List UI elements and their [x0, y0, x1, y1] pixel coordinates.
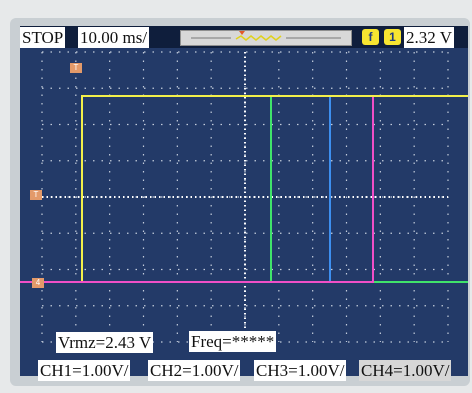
run-state-label[interactable]: STOP — [20, 27, 66, 48]
waveform-plot — [20, 26, 468, 343]
channel-4-scale[interactable]: CH4=1.00V/ — [359, 360, 452, 381]
channel-4-ground-marker[interactable]: 4 — [32, 278, 44, 288]
trigger-level-marker[interactable]: T — [30, 190, 42, 200]
channel-2-scale[interactable]: CH2=1.00V/ — [148, 360, 241, 381]
channel-4-trace — [20, 95, 468, 283]
freq-measurement: Freq=***** — [189, 331, 277, 352]
rising-edge-icon: f — [362, 29, 379, 45]
vrms-measurement: Vrmz=2.43 V — [56, 332, 154, 353]
channel-1-trace — [20, 95, 468, 283]
timebase-label[interactable]: 10.00 ms/ — [78, 27, 150, 48]
trigger-level-label[interactable]: 2.32 V — [404, 27, 454, 48]
channel-2-trace — [20, 95, 468, 283]
channel-1-icon: 1 — [384, 29, 401, 45]
trigger-position-overview — [180, 30, 352, 46]
channel-1-scale[interactable]: CH1=1.00V/ — [38, 360, 131, 381]
waveform-display — [20, 26, 468, 376]
trigger-position-marker[interactable]: T — [70, 63, 82, 73]
channel-3-trace — [20, 95, 468, 283]
channel-3-scale[interactable]: CH3=1.00V/ — [254, 360, 347, 381]
waveform-overview-icon — [191, 31, 341, 41]
